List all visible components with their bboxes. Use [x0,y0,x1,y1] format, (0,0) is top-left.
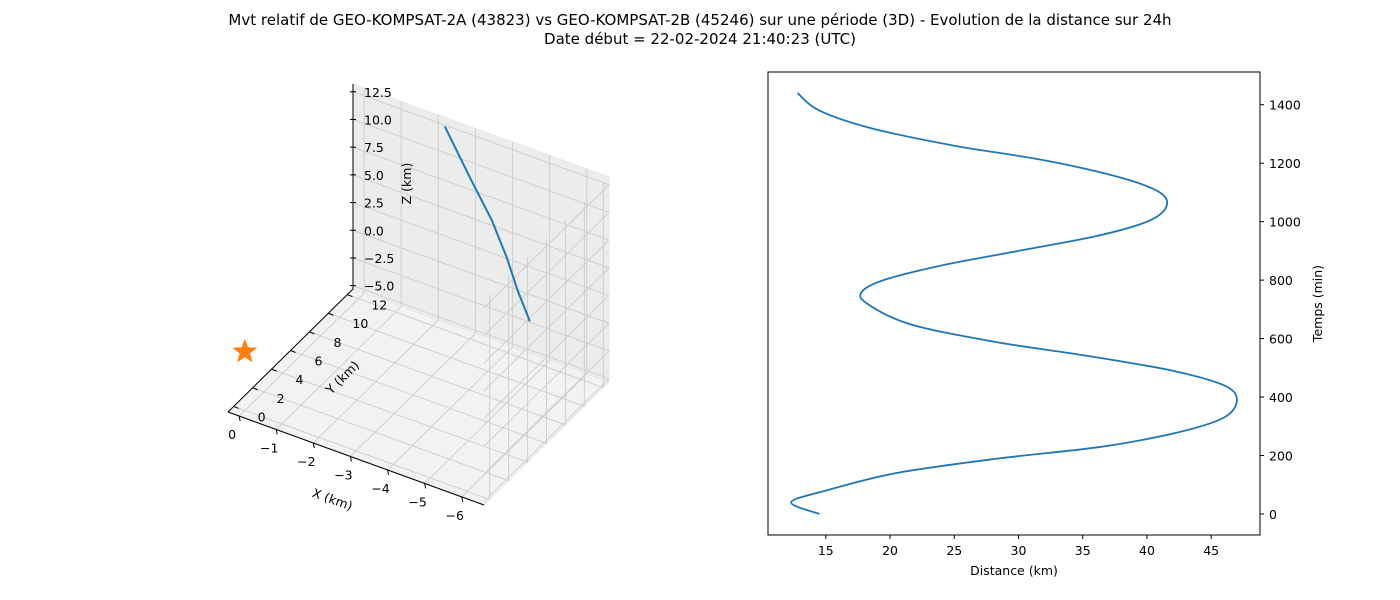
z-tick-label: −2.5 [364,251,394,266]
y-tick-mark [271,368,277,372]
grid-line [483,184,610,309]
y-tick-label: 10 [352,316,368,331]
distance-line [790,92,1238,515]
grid-line [252,387,509,482]
x-tick-label: −1 [260,441,278,456]
chart-3d-trajectory: −6−5−4−3−2−10024681012−5.0−2.50.02.55.07… [227,83,610,523]
x-tick-label: 40 [1139,543,1155,558]
z-axis-label: Z (km) [399,163,414,205]
grid-line [233,405,490,500]
x-tick-label: −2 [297,454,315,469]
y-tick-mark [347,294,353,298]
y-tick-label: 600 [1269,332,1293,347]
y-tick-label: 12 [371,298,387,313]
y-tick-label: 8 [333,335,341,350]
y-tick-mark [233,405,239,409]
grid-line [483,267,610,392]
y-tick-label: 1400 [1269,98,1301,113]
x-tick-mark [238,415,241,422]
y-tick-label: 1000 [1269,215,1301,230]
figure-title: Mvt relatif de GEO-KOMPSAT-2A (43823) vs… [228,11,1171,29]
x-axis-label: X (km) [310,485,354,513]
grid-line [483,212,610,336]
grid-line [309,331,566,426]
z-tick-label: 12.5 [364,85,392,100]
x-tick-mark [312,442,315,449]
grid-line [352,257,610,352]
x-tick-mark [349,456,352,462]
y-tick-label: 0 [258,409,266,424]
grid-line [290,350,547,444]
origin-star-marker [232,338,258,363]
grid-line [328,312,585,407]
grid-line [352,202,610,297]
x-tick-label: 35 [1075,543,1091,558]
y-tick-label: 2 [277,391,285,406]
x-tick-label: −4 [371,481,389,496]
y-tick-label: 400 [1269,390,1293,405]
z-tick-label: 10.0 [364,112,392,127]
grid-line [483,239,610,364]
trajectory-line [443,125,531,322]
plot-frame [767,71,1261,536]
grid-line [483,322,610,447]
y-tick-label: 200 [1269,448,1293,463]
grid-line [347,294,604,389]
grid-line [483,350,610,475]
x-tick-label: 30 [1011,543,1027,558]
grid-line [352,91,610,186]
y-tick-mark [328,312,334,316]
y-tick-label: 4 [296,372,304,387]
x-ticks: 15 20 25 30 35 40 45 [818,535,1219,558]
grid-line [352,174,610,269]
y-tick-label: 6 [315,354,323,369]
x-tick-label: 25 [946,543,962,558]
y-tick-mark [252,387,258,391]
distance-axis-label: Distance (km) [970,563,1058,578]
time-axis-label: Temps (min) [1310,265,1325,343]
y-ticks: 0 200 400 600 800 1000 1200 1400 [1260,98,1301,522]
x-tick-label: 20 [882,543,898,558]
grid-line [352,285,610,380]
x-tick-label: 45 [1203,543,1219,558]
x-tick-mark [461,496,464,503]
x-tick-mark [275,429,278,435]
z-tick-label: 5.0 [364,168,384,183]
x-tick-mark [387,469,390,476]
y-tick-label: 0 [1269,507,1277,522]
grid-line [483,295,610,419]
x-tick-label: −3 [334,467,352,482]
x-axis-line [227,411,485,506]
y-tick-mark [290,350,296,353]
x-tick-label: 0 [228,427,236,442]
x-tick-label: −5 [408,494,426,509]
z-tick-label: −5.0 [364,279,394,294]
z-tick-label: 2.5 [364,196,384,211]
grid-line [483,378,610,503]
ticks-3d: −6−5−4−3−2−10024681012−5.0−2.50.02.55.07… [228,85,464,523]
grid-line [271,368,528,463]
z-tick-label: 0.0 [364,223,384,238]
y-tick-mark [309,331,315,335]
x-tick-label: −6 [446,508,464,523]
grid-line [352,118,610,213]
grid-3d [233,88,610,503]
y-tick-label: 1200 [1269,156,1301,171]
grid-line [352,229,610,324]
x-tick-mark [424,483,427,489]
z-tick-label: 7.5 [364,140,384,155]
grid-line [352,146,610,241]
chart-distance-vs-time: 15 20 25 30 35 40 45 0 200 400 600 800 1000 1200 1400… [767,71,1325,578]
figure-subtitle: Date début = 22-02-2024 21:40:23 (UTC) [544,30,856,48]
x-tick-label: 15 [818,543,834,558]
y-tick-label: 800 [1269,273,1293,288]
